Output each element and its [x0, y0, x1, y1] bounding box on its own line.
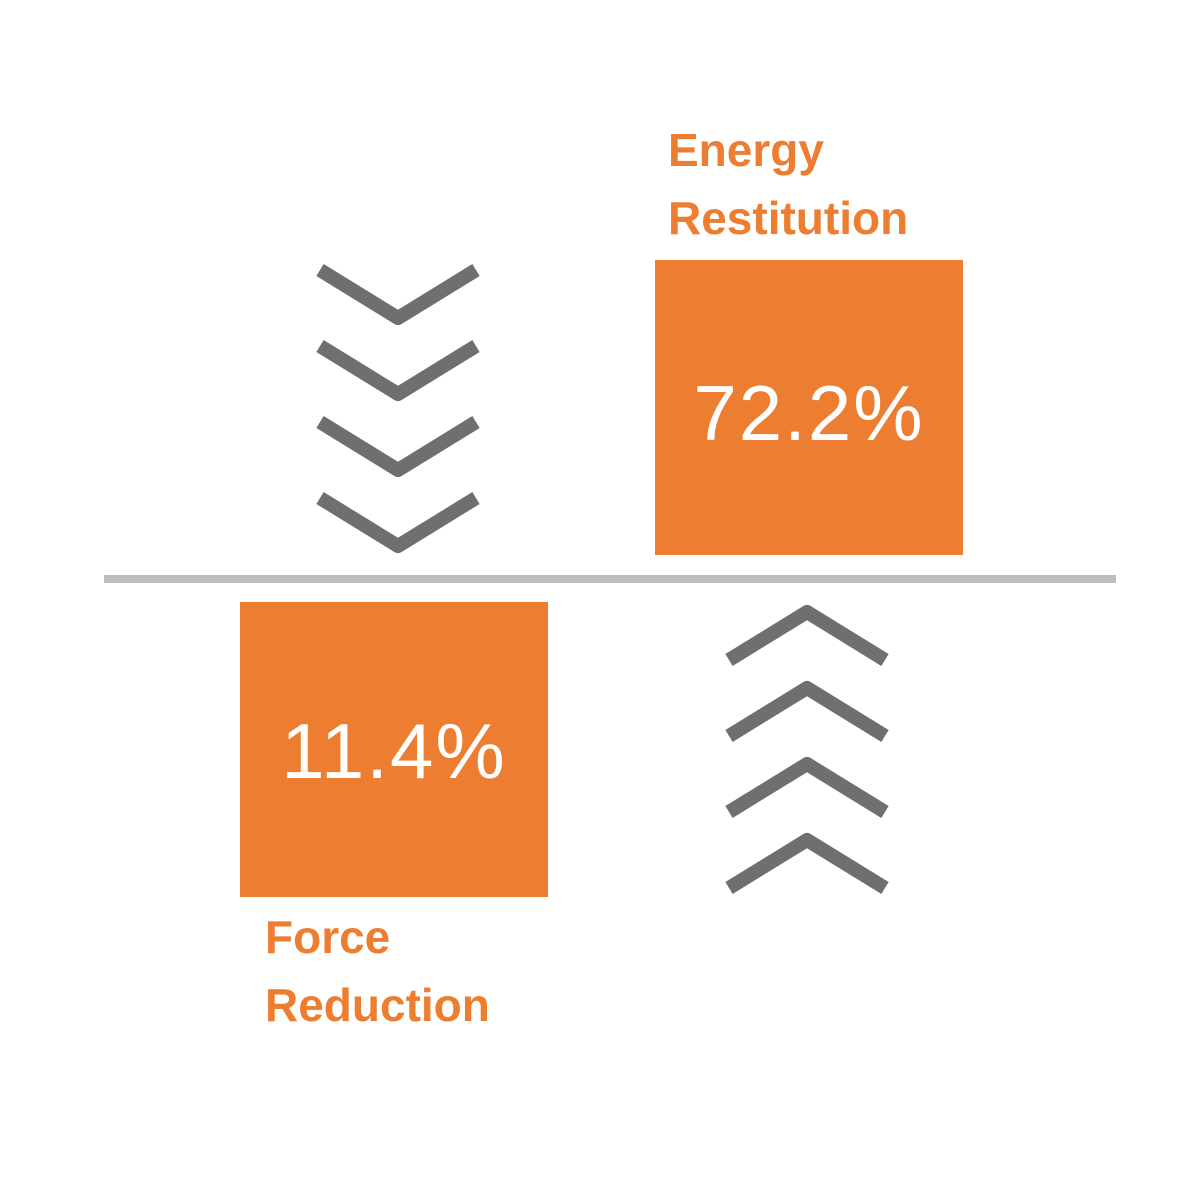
energy-label: Energy Restitution [668, 124, 909, 244]
up-chevrons [725, 605, 889, 894]
force-value: 11.4% [281, 707, 507, 795]
down-chevrons [316, 264, 480, 553]
energy-box [655, 260, 963, 555]
energy-value: 72.2% [693, 369, 925, 457]
force-label: Force Reduction [265, 911, 490, 1031]
force-box [240, 602, 548, 897]
